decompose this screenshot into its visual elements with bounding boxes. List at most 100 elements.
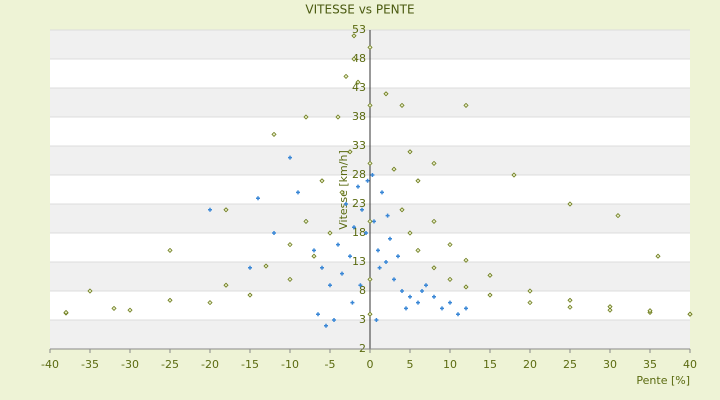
point bbox=[567, 297, 573, 303]
point bbox=[463, 257, 469, 263]
chart-title: VITESSE vs PENTE bbox=[305, 3, 414, 17]
point bbox=[87, 288, 93, 294]
point bbox=[424, 283, 428, 288]
x-tick-label: 0 bbox=[367, 358, 374, 371]
point bbox=[431, 160, 437, 166]
point bbox=[367, 160, 373, 166]
point bbox=[303, 114, 309, 120]
point bbox=[223, 282, 229, 288]
point bbox=[367, 218, 373, 224]
point bbox=[367, 311, 373, 317]
point bbox=[385, 213, 390, 218]
point bbox=[527, 288, 533, 294]
point bbox=[404, 306, 408, 311]
point bbox=[374, 318, 379, 322]
y-tick-label: 8 bbox=[359, 284, 366, 297]
y-tick-label: 13 bbox=[352, 255, 366, 268]
point bbox=[167, 247, 173, 253]
x-tick-label: 30 bbox=[603, 358, 617, 371]
point bbox=[271, 131, 277, 137]
point bbox=[567, 201, 573, 207]
point bbox=[348, 254, 352, 259]
point bbox=[463, 102, 469, 108]
point bbox=[376, 248, 380, 253]
point bbox=[324, 323, 328, 328]
x-tick-label: -30 bbox=[121, 358, 139, 371]
y-tick-label: 43 bbox=[352, 81, 366, 94]
point bbox=[391, 166, 397, 172]
point bbox=[360, 207, 364, 212]
point bbox=[332, 318, 336, 322]
point bbox=[367, 44, 373, 50]
point bbox=[431, 265, 437, 271]
point bbox=[407, 230, 413, 236]
point bbox=[511, 172, 517, 178]
point bbox=[399, 102, 405, 108]
x-tick-label: 40 bbox=[683, 358, 697, 371]
point bbox=[367, 102, 373, 108]
point bbox=[335, 114, 341, 120]
point bbox=[303, 218, 309, 224]
point bbox=[527, 300, 533, 306]
point bbox=[487, 272, 493, 278]
y-tick-label: 3 bbox=[359, 313, 366, 326]
point bbox=[607, 304, 613, 310]
point bbox=[350, 300, 355, 305]
point bbox=[343, 73, 349, 79]
point bbox=[400, 289, 404, 293]
point bbox=[416, 300, 420, 305]
point bbox=[463, 284, 469, 290]
point bbox=[615, 213, 621, 219]
x-tick-label: -10 bbox=[281, 358, 299, 371]
point bbox=[247, 292, 253, 298]
point bbox=[328, 283, 332, 288]
point bbox=[358, 283, 363, 288]
y-tick-label: 48 bbox=[352, 52, 366, 65]
point bbox=[256, 196, 260, 201]
point bbox=[399, 207, 405, 213]
x-tick-label: 25 bbox=[563, 358, 577, 371]
y-axis-title: Vitesse [km/h] bbox=[337, 150, 350, 230]
point bbox=[687, 311, 693, 317]
x-tick-label: -15 bbox=[241, 358, 259, 371]
point bbox=[415, 247, 421, 253]
point bbox=[347, 149, 353, 155]
x-tick-label: -20 bbox=[201, 358, 219, 371]
point bbox=[431, 218, 437, 224]
point bbox=[311, 253, 317, 259]
point bbox=[312, 248, 316, 253]
point bbox=[63, 309, 69, 316]
x-tick-label: 5 bbox=[407, 358, 414, 371]
point bbox=[320, 265, 324, 270]
point bbox=[407, 149, 413, 155]
point bbox=[248, 265, 252, 270]
x-axis-title: Pente [%] bbox=[636, 374, 690, 387]
point bbox=[319, 178, 325, 184]
point bbox=[208, 207, 212, 212]
point bbox=[352, 225, 356, 230]
x-tick-label: -40 bbox=[41, 358, 59, 371]
point bbox=[432, 294, 436, 299]
point bbox=[111, 305, 117, 311]
point bbox=[167, 297, 173, 303]
x-tick-label: -25 bbox=[161, 358, 179, 371]
point bbox=[336, 242, 340, 247]
y-tick-label: 23 bbox=[352, 197, 366, 210]
x-tick-label: 10 bbox=[443, 358, 457, 371]
y-tick-label: 53 bbox=[352, 23, 366, 36]
x-tick-label: -5 bbox=[325, 358, 336, 371]
point bbox=[607, 307, 613, 313]
point bbox=[223, 207, 229, 213]
point bbox=[316, 312, 320, 317]
point bbox=[272, 231, 276, 235]
point bbox=[365, 178, 370, 183]
x-tick-label: 35 bbox=[643, 358, 657, 371]
point bbox=[344, 202, 348, 206]
point bbox=[355, 79, 361, 85]
point bbox=[408, 294, 412, 299]
point bbox=[456, 312, 460, 317]
point bbox=[351, 56, 357, 62]
point bbox=[327, 230, 333, 236]
point bbox=[487, 292, 493, 298]
